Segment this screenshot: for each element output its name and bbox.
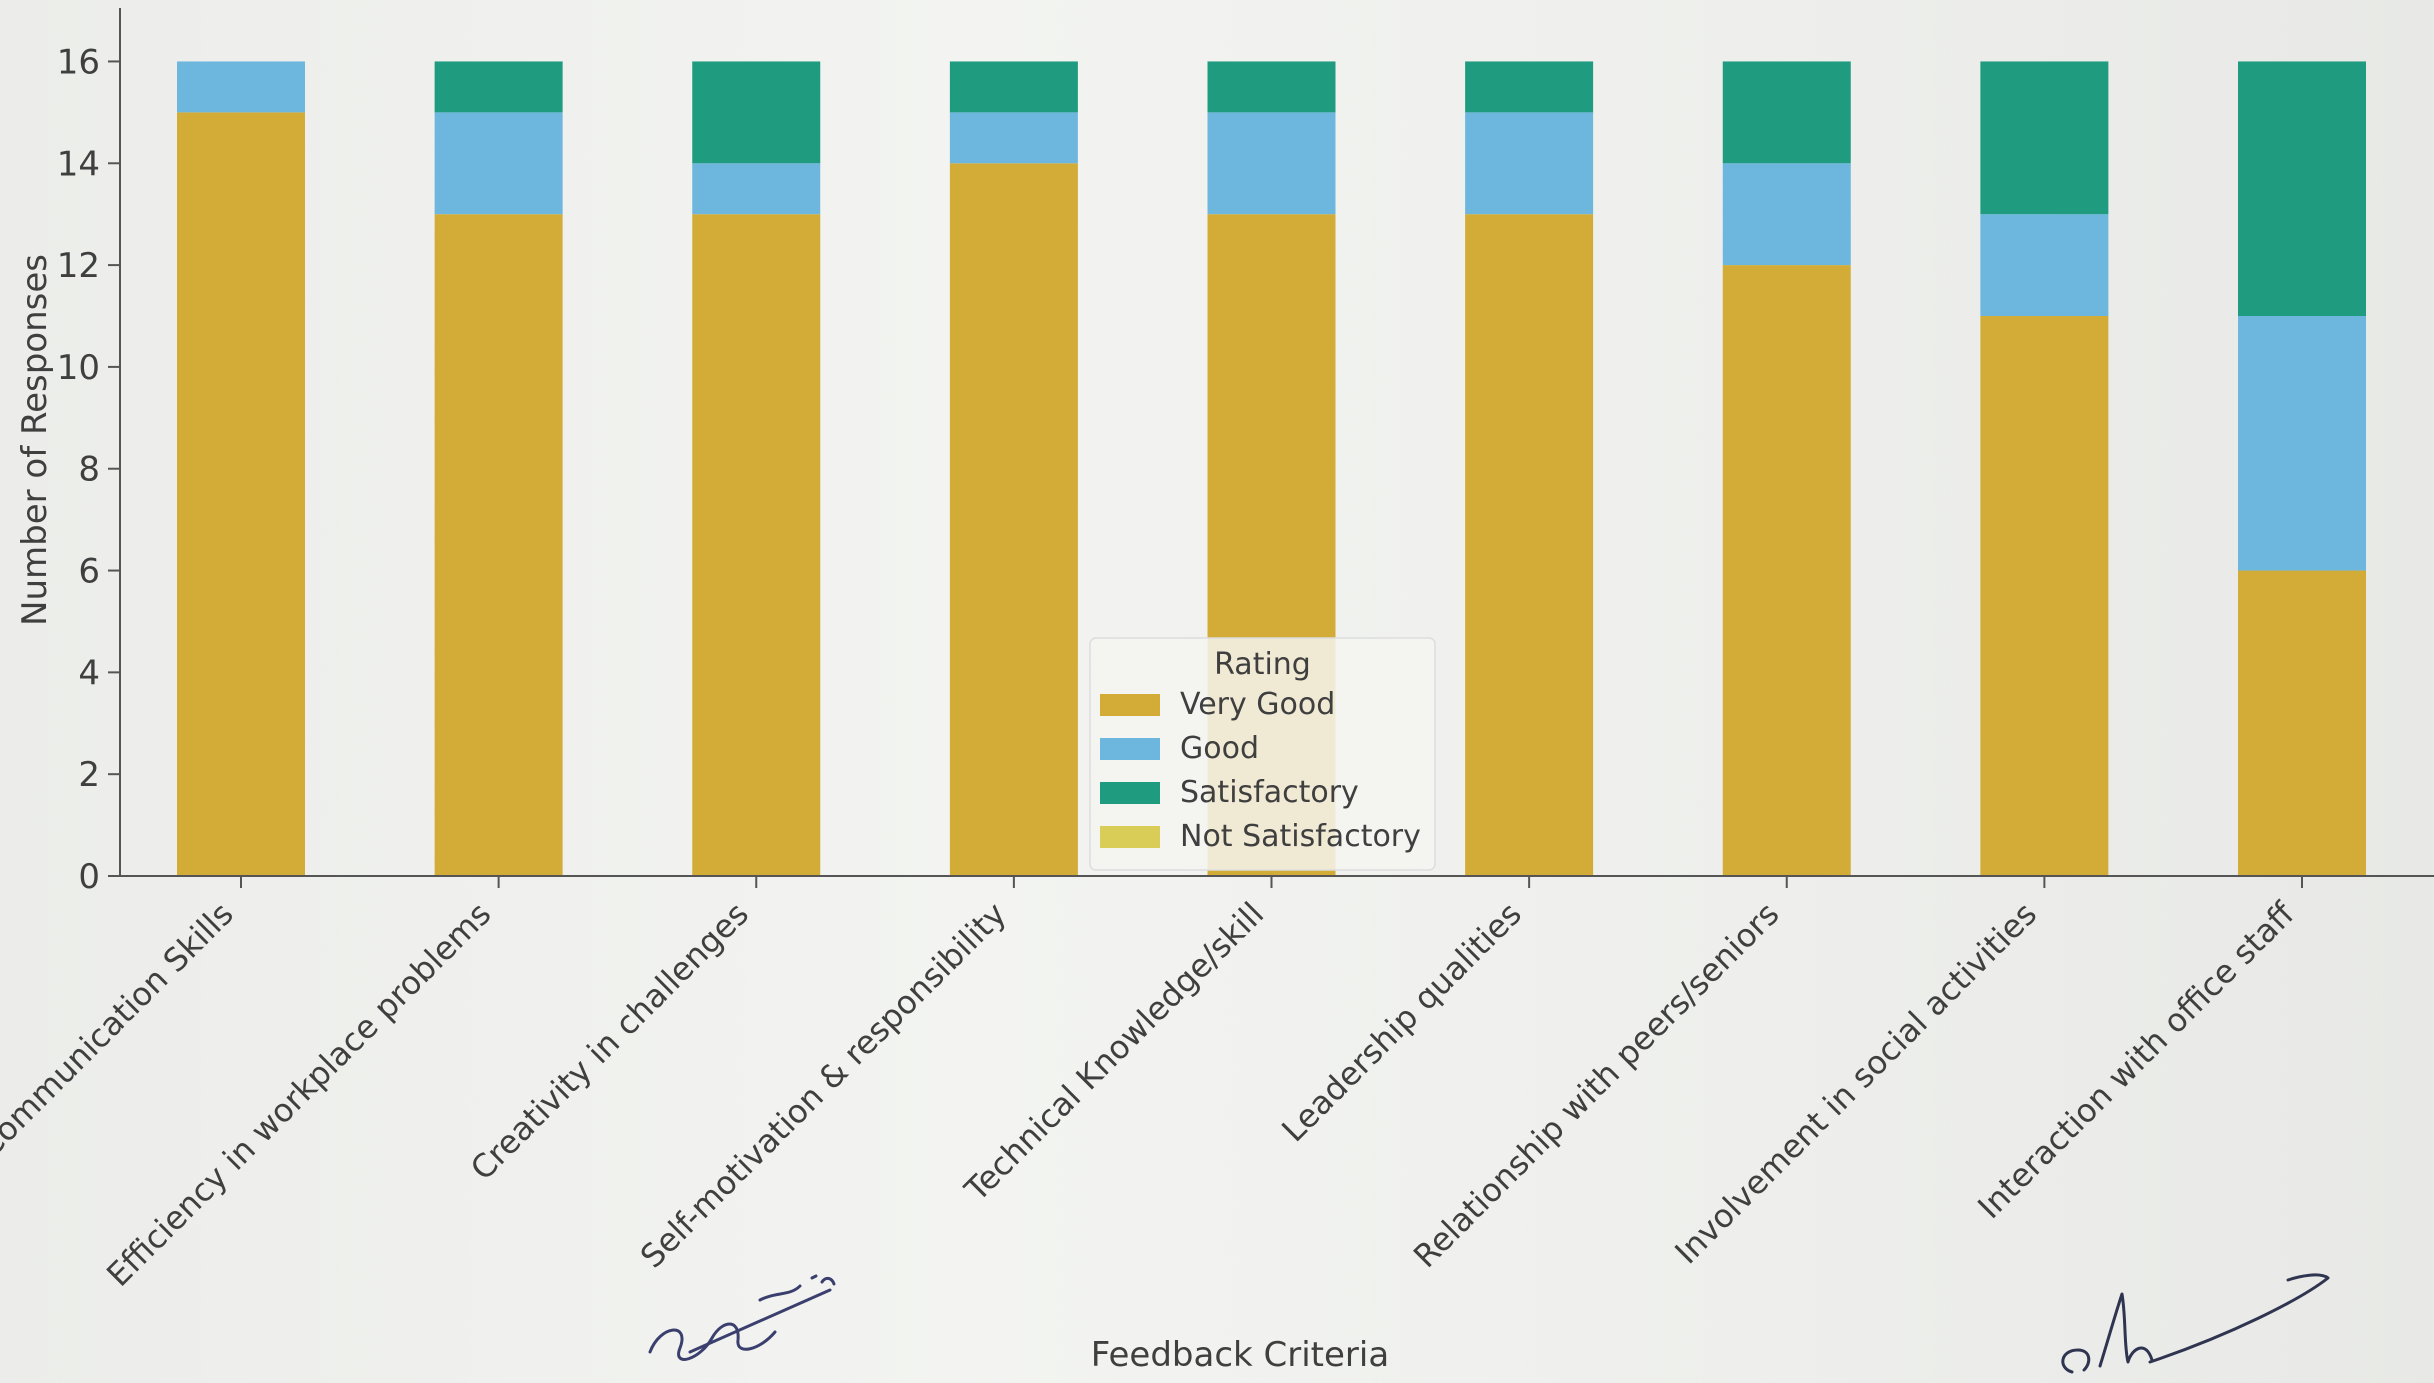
bar-segment — [1465, 61, 1594, 113]
bar-segment — [1207, 61, 1336, 113]
y-ticks-group: 0 2 4 6 8 10 12 14 16 — [57, 42, 120, 897]
legend-swatch — [1100, 826, 1160, 848]
legend-label: Very Good — [1180, 687, 1335, 722]
y-tick-label: 12 — [57, 246, 100, 286]
bar-segment — [177, 112, 305, 876]
legend-label: Satisfactory — [1180, 775, 1359, 810]
bar-segment — [1980, 61, 2109, 215]
legend-title: Rating — [1214, 647, 1311, 682]
bar-segment — [1722, 163, 1851, 266]
bar-segment — [1722, 61, 1851, 164]
bars-group — [177, 61, 2366, 877]
y-tick-label: 6 — [78, 552, 100, 592]
y-tick-label: 4 — [78, 653, 100, 693]
x-tick-label: Communication Skills — [0, 895, 241, 1166]
legend-items: Very Good Good Satisfactory Not Satisfactor… — [1100, 687, 1421, 854]
bar-segment — [692, 214, 821, 876]
x-axis-title: Feedback Criteria — [1091, 1335, 1389, 1375]
legend-label: Good — [1180, 731, 1259, 766]
bar-segment — [1465, 214, 1594, 876]
legend-swatch — [1100, 782, 1160, 804]
bar-segment — [949, 61, 1078, 113]
y-tick-label: 14 — [57, 144, 100, 184]
bar-segment — [1465, 112, 1594, 215]
y-tick-label: 16 — [57, 42, 100, 82]
legend: Rating Very Good Good Satisfactory Not Sati… — [1089, 637, 1436, 871]
bar-segment — [434, 214, 563, 876]
axes-group — [119, 8, 2434, 877]
x-tick-label: Creativity in challenges — [463, 895, 756, 1188]
x-tick-label: Leadership qualities — [1274, 895, 1528, 1149]
y-tick-label: 10 — [57, 348, 100, 388]
bar-segment — [692, 163, 821, 215]
bar-segment — [949, 163, 1078, 877]
bar-segment — [1207, 112, 1336, 215]
bar-segment — [2238, 61, 2366, 316]
x-tick-label: Technical Knowledge/skill — [957, 895, 1271, 1209]
y-tick-label: 0 — [78, 857, 100, 897]
y-tick-label: 2 — [78, 755, 100, 795]
y-tick-label: 8 — [78, 450, 100, 490]
legend-box — [1089, 637, 1436, 871]
bar-segment — [692, 61, 821, 164]
bar-segment — [949, 112, 1078, 164]
bar-segment — [1980, 214, 2109, 316]
y-axis-title: Number of Responses — [15, 254, 55, 626]
signature-left — [648, 1274, 836, 1361]
bar-segment — [434, 112, 563, 215]
legend-swatch — [1100, 694, 1160, 716]
bar-segment — [2238, 570, 2366, 876]
legend-label: Not Satisfactory — [1180, 819, 1421, 854]
bar-segment — [434, 61, 563, 113]
signature-right — [2061, 1273, 2330, 1374]
bar-segment — [2238, 316, 2366, 571]
bar-segment — [177, 61, 305, 113]
bar-segment — [1980, 316, 2109, 876]
bar-segment — [1722, 265, 1851, 876]
legend-swatch — [1100, 738, 1160, 760]
